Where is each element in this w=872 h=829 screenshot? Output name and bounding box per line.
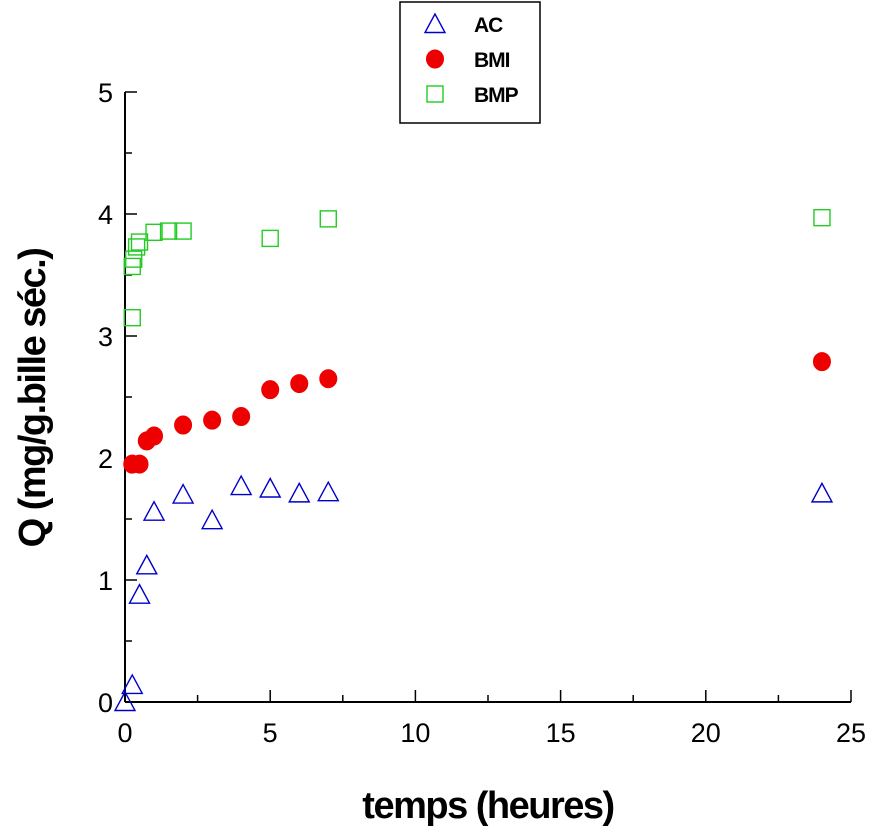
data-point-bmi xyxy=(174,415,193,435)
series-ac xyxy=(113,474,834,712)
data-point-ac xyxy=(135,553,158,575)
legend-label-ac: AC xyxy=(474,14,503,37)
legend-label-bmi: BMI xyxy=(474,49,510,72)
data-point-bmp xyxy=(127,238,146,256)
y-tick-label: 2 xyxy=(98,444,113,474)
series-bmp xyxy=(123,208,831,327)
data-point-ac xyxy=(810,481,834,503)
data-point-bmi xyxy=(130,454,149,474)
data-point-bmi xyxy=(812,352,831,372)
data-point-ac xyxy=(259,477,282,498)
data-points xyxy=(113,208,834,712)
axes xyxy=(124,92,851,703)
y-axis-title: Q (mg/g.bille séc.) xyxy=(12,249,54,548)
data-point-bmp xyxy=(159,222,178,240)
data-point-bmi xyxy=(145,426,164,446)
x-tick-label: 0 xyxy=(117,718,132,748)
y-tick-label: 1 xyxy=(98,566,113,596)
data-point-bmi xyxy=(203,410,222,430)
legend-label-bmp: BMP xyxy=(474,84,519,107)
y-tick-label: 4 xyxy=(98,200,113,230)
legend-marker-bmp xyxy=(426,85,444,103)
legend-box xyxy=(399,1,541,124)
data-point-bmp xyxy=(813,208,831,227)
data-point-bmp xyxy=(123,309,141,327)
data-point-ac xyxy=(229,474,253,496)
data-point-bmp xyxy=(174,222,192,240)
legend-marker-bmi xyxy=(426,49,444,69)
x-tick-label: 10 xyxy=(400,718,430,748)
data-point-bmp xyxy=(130,233,149,251)
data-point-bmp xyxy=(125,250,143,268)
x-tick-label: 15 xyxy=(546,718,576,748)
y-tick-label: 5 xyxy=(98,78,113,108)
data-point-bmi xyxy=(319,369,338,389)
x-tick-label: 5 xyxy=(263,718,278,748)
series-bmi xyxy=(123,352,831,474)
data-point-bmi xyxy=(232,407,251,427)
x-axis-title: temps (heures) xyxy=(362,785,613,827)
legend-marker-ac xyxy=(423,12,447,34)
data-point-ac xyxy=(317,480,340,502)
y-tick-label: 0 xyxy=(98,688,113,718)
data-point-ac xyxy=(288,481,311,503)
x-tick-label: 20 xyxy=(691,718,721,748)
x-axis-ticks: 0 5 10 15 20 25 xyxy=(117,690,866,748)
y-tick-label: 3 xyxy=(98,322,113,352)
data-point-bmp xyxy=(145,223,163,242)
legend: AC BMI BMP xyxy=(399,1,541,124)
x-tick-label: 25 xyxy=(836,718,866,748)
data-point-bmi xyxy=(290,374,309,394)
data-point-ac xyxy=(128,583,151,604)
data-point-ac xyxy=(171,483,195,504)
data-point-ac xyxy=(200,508,224,530)
y-axis-ticks: 0 1 2 3 4 5 xyxy=(98,78,137,718)
data-point-bmp xyxy=(319,210,337,228)
data-point-ac xyxy=(142,500,166,521)
data-point-bmi xyxy=(261,380,280,400)
data-point-bmp xyxy=(261,229,279,248)
data-point-ac xyxy=(121,673,144,695)
data-point-ac xyxy=(113,690,137,712)
